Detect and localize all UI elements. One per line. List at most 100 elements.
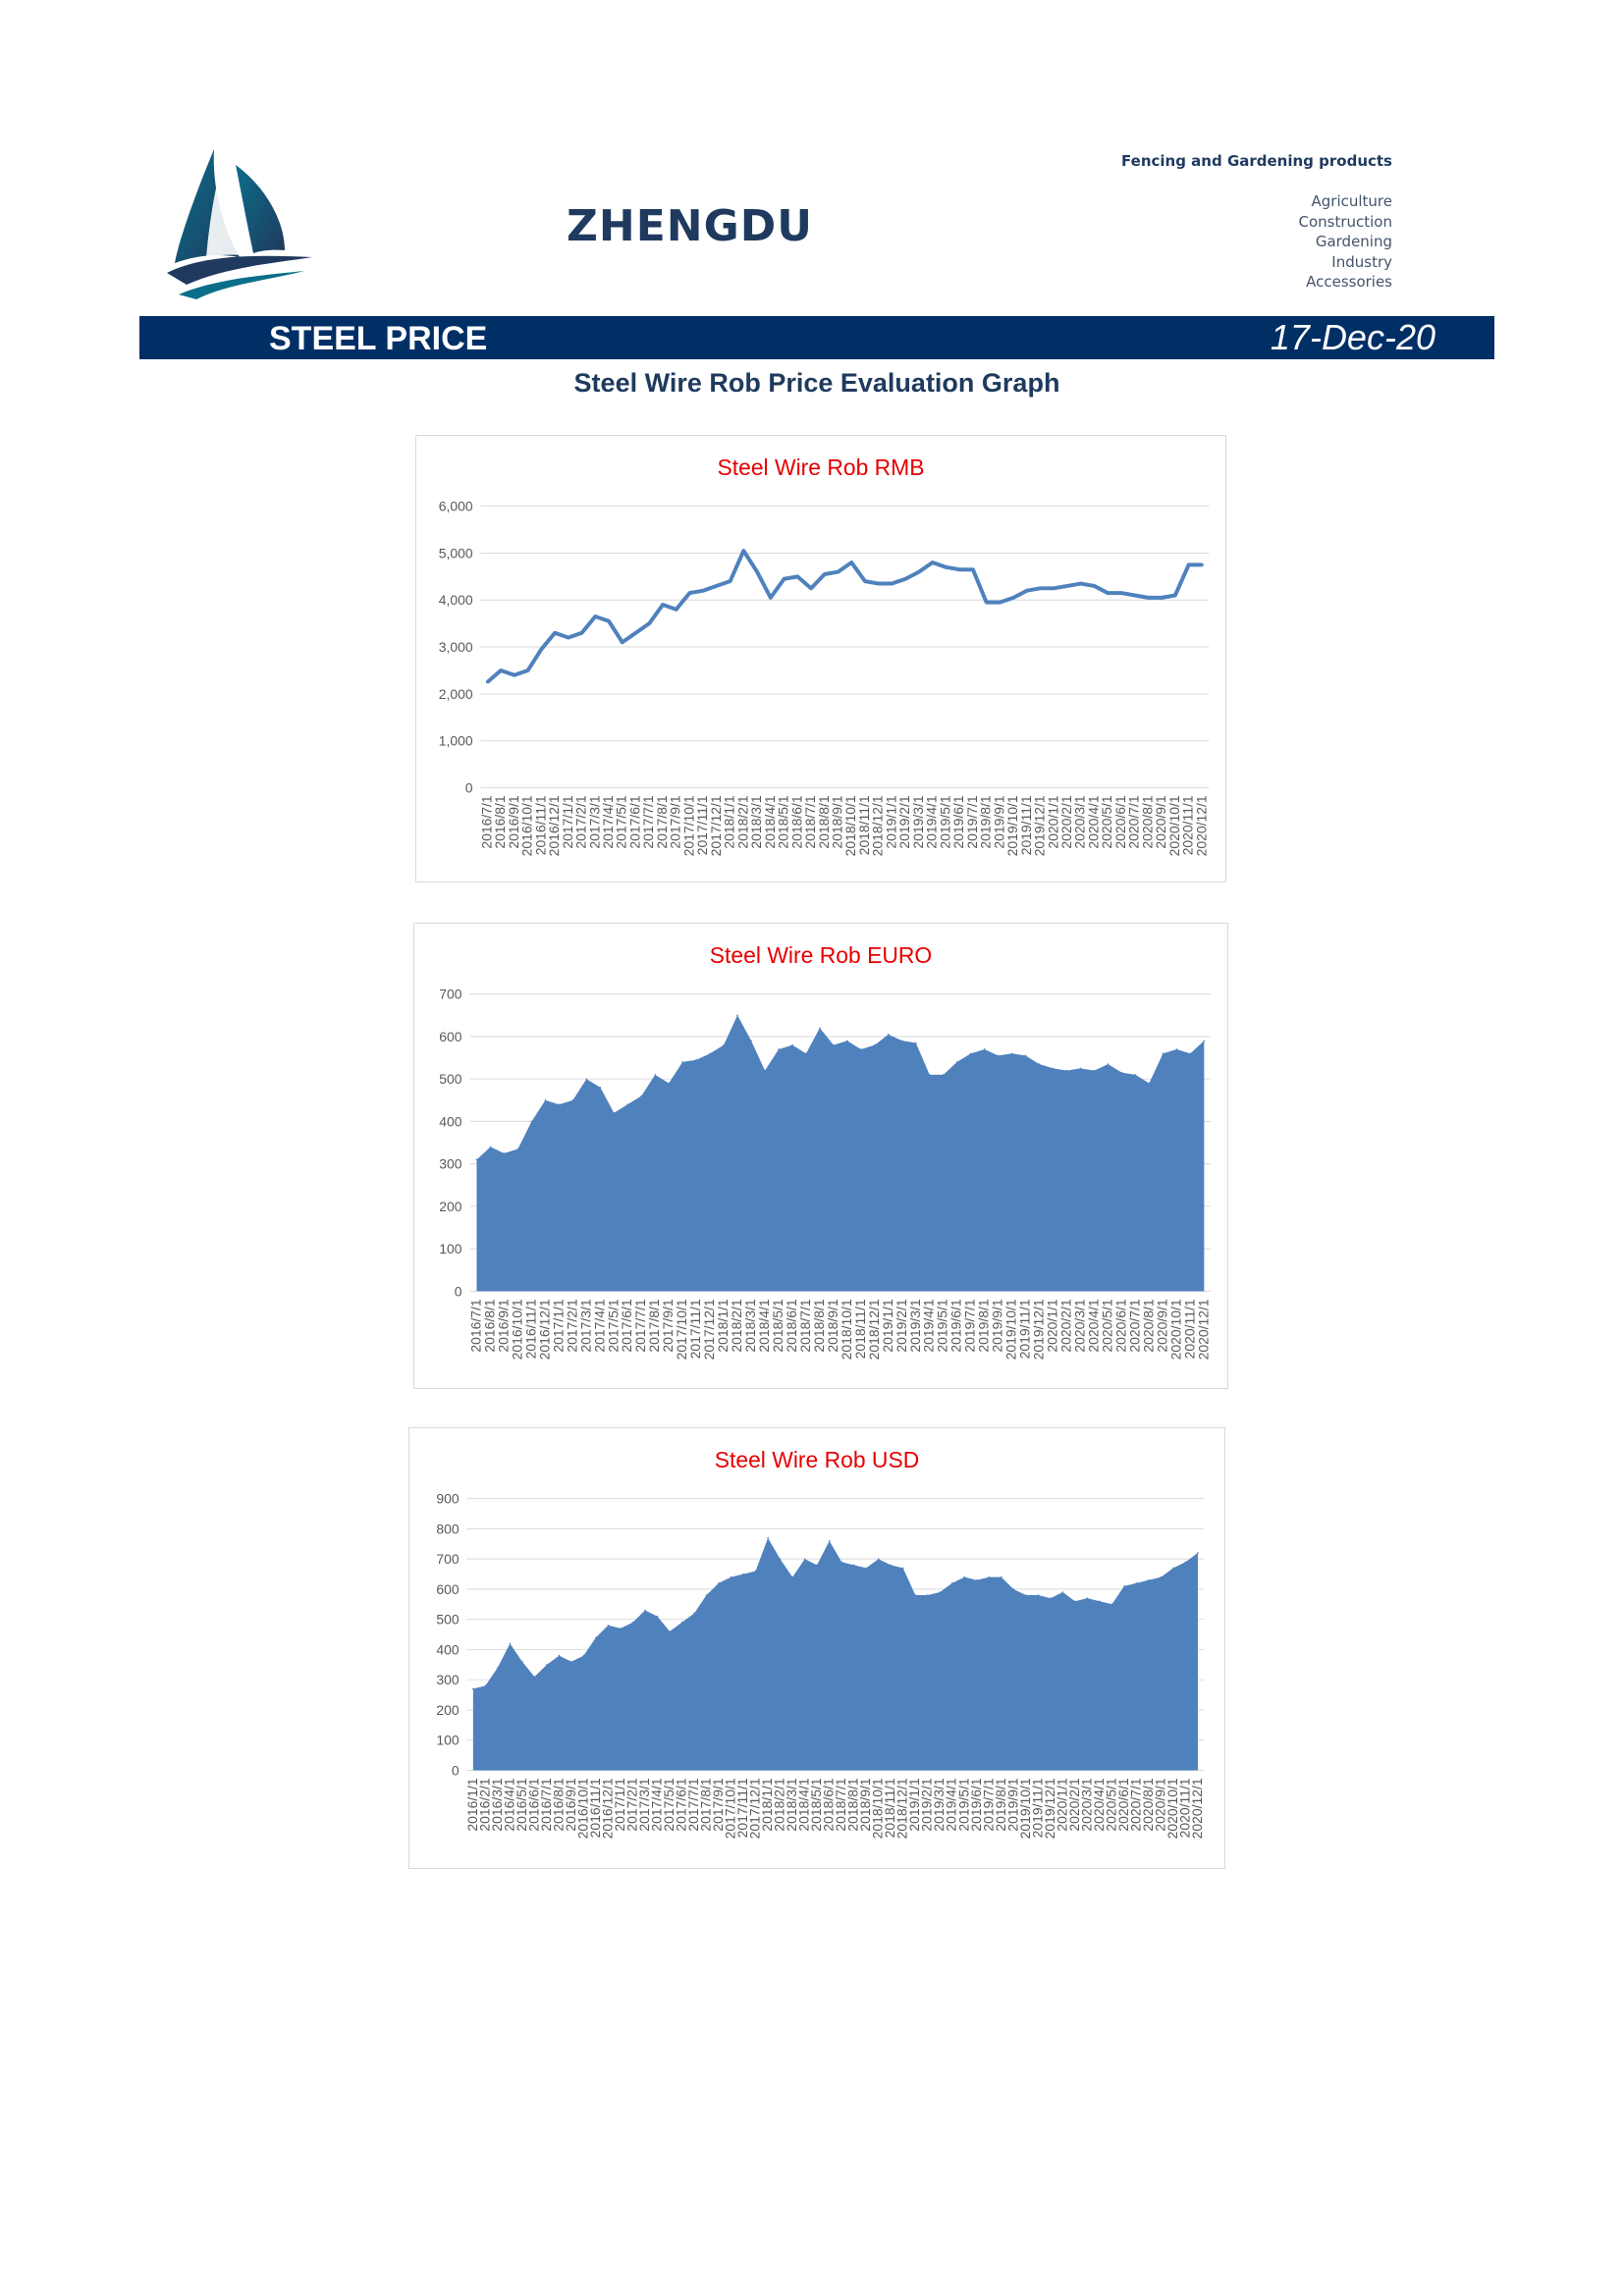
x-tick-label: 2019/1/1 <box>883 795 898 848</box>
x-tick-label: 2018/11/1 <box>852 1299 868 1359</box>
data-point <box>901 1567 904 1570</box>
x-tick-label: 2018/9/1 <box>857 1778 873 1831</box>
chart-title: Steel Wire Rob RMB <box>717 454 924 480</box>
data-point <box>1148 1082 1151 1085</box>
x-tick-label: 2017/2/1 <box>623 1778 639 1831</box>
x-tick-label: 2017/11/1 <box>734 1778 750 1838</box>
data-point <box>668 1082 670 1085</box>
y-tick-label: 4,000 <box>439 592 473 608</box>
x-tick-label: 2018/2/1 <box>772 1778 787 1831</box>
x-tick-label: 2018/1/1 <box>759 1778 775 1831</box>
data-point <box>914 1041 917 1044</box>
x-tick-label: 2018/6/1 <box>788 795 804 848</box>
x-tick-label: 2016/12/1 <box>599 1778 615 1839</box>
x-tick-label: 2019/12/1 <box>1042 1778 1057 1839</box>
data-point <box>809 586 813 590</box>
x-tick-label: 2018/2/1 <box>734 795 750 848</box>
series-area <box>476 1015 1205 1292</box>
y-tick-label: 100 <box>439 1241 462 1256</box>
x-tick-label: 2018/2/1 <box>729 1299 744 1353</box>
x-tick-label: 2018/9/1 <box>830 795 845 848</box>
data-point <box>1025 589 1029 593</box>
x-tick-label: 2017/3/1 <box>586 795 602 848</box>
banner-date: 17-Dec-20 <box>1270 317 1435 357</box>
data-point <box>585 1078 588 1080</box>
data-point <box>877 582 881 586</box>
data-point <box>718 1581 720 1584</box>
data-point <box>767 1536 769 1539</box>
data-point <box>988 1575 991 1578</box>
x-tick-label: 2018/5/1 <box>776 795 791 848</box>
x-tick-label: 2016/11/1 <box>532 795 548 855</box>
data-point <box>539 647 543 651</box>
chart-usd: Steel Wire Rob USD 0 100 200 300 400 500 600 700… <box>408 1427 1225 1869</box>
x-tick-label: 2016/5/1 <box>514 1778 529 1831</box>
x-tick-label: 2020/3/1 <box>1072 795 1088 848</box>
y-tick-label: 600 <box>436 1581 459 1597</box>
x-tick-label: 2019/4/1 <box>921 1299 937 1353</box>
chart-rmb-svg: Steel Wire Rob RMB 0 1,000 2,000 3,000 4,000 5… <box>439 454 1210 856</box>
y-tick-label: 500 <box>439 1071 462 1087</box>
x-tick-label: 2019/10/1 <box>1017 1778 1033 1839</box>
data-point <box>475 1158 478 1161</box>
x-tick-label: 2019/6/1 <box>950 795 966 848</box>
data-point <box>1120 1071 1123 1074</box>
x-tick-label: 2019/4/1 <box>924 795 940 848</box>
data-point <box>741 549 745 553</box>
data-point <box>1010 1052 1013 1055</box>
x-tick-label: 2020/9/1 <box>1154 1299 1169 1353</box>
data-point <box>1093 1069 1096 1072</box>
data-point <box>1203 1040 1206 1042</box>
data-point <box>1173 593 1177 597</box>
data-point <box>530 1120 533 1123</box>
x-tick-label: 2017/5/1 <box>614 795 629 848</box>
x-tick-label: 2018/12/1 <box>894 1778 910 1839</box>
data-point <box>644 1609 646 1612</box>
data-point <box>1050 1597 1052 1599</box>
x-tick-label: 2018/10/1 <box>839 1299 854 1360</box>
x-tick-label: 2018/10/1 <box>870 1778 886 1839</box>
data-point <box>580 631 584 635</box>
data-point <box>942 1074 945 1076</box>
data-point <box>631 1621 634 1624</box>
data-point <box>558 1103 561 1105</box>
x-tick-label: 2019/11/1 <box>1029 1778 1045 1838</box>
data-point <box>819 1027 821 1030</box>
data-point <box>1052 1067 1055 1070</box>
x-tick-label: 2020/2/1 <box>1066 1778 1082 1831</box>
x-tick-label: 2020/12/1 <box>1195 1299 1211 1360</box>
x-tick-label: 2016/10/1 <box>509 1299 524 1360</box>
data-point <box>1039 586 1043 590</box>
y-tick-label: 400 <box>436 1641 459 1657</box>
data-point <box>1123 1585 1125 1587</box>
x-tick-label: 2020/2/1 <box>1058 795 1074 848</box>
data-point <box>957 567 961 571</box>
x-tick-label: 2018/6/1 <box>821 1778 837 1831</box>
data-point <box>865 1567 867 1570</box>
data-point <box>681 1061 683 1063</box>
x-tick-label: 2019/3/1 <box>907 1299 923 1353</box>
chart-euro-svg: Steel Wire Rob EURO 0 100 200 300 400 500 600 70… <box>439 942 1212 1360</box>
x-tick-label: 2017/11/1 <box>694 795 710 855</box>
data-point <box>983 1048 986 1050</box>
x-tick-label: 2016/9/1 <box>506 795 521 848</box>
data-point <box>846 1040 848 1042</box>
x-tick-label: 2017/4/1 <box>600 795 616 848</box>
x-tick-label: 2017/1/1 <box>612 1778 627 1831</box>
x-tick-label: 2018/1/1 <box>722 795 737 848</box>
x-tick-label: 2020/1/1 <box>1045 1299 1060 1353</box>
data-point <box>1162 1052 1164 1055</box>
x-tick-label: 2018/8/1 <box>816 795 832 848</box>
x-tick-label: 2019/2/1 <box>896 795 912 848</box>
data-point <box>852 1564 855 1567</box>
data-point <box>1065 1069 1068 1072</box>
data-point <box>709 1052 711 1055</box>
x-tick-label: 2019/7/1 <box>962 1299 978 1353</box>
x-tick-label: 2017/8/1 <box>646 1299 662 1353</box>
data-point <box>582 1654 585 1657</box>
data-point <box>791 1575 793 1578</box>
data-point <box>917 570 921 574</box>
data-point <box>1025 1594 1027 1596</box>
data-point <box>985 601 989 605</box>
y-tick-label: 700 <box>436 1551 459 1567</box>
